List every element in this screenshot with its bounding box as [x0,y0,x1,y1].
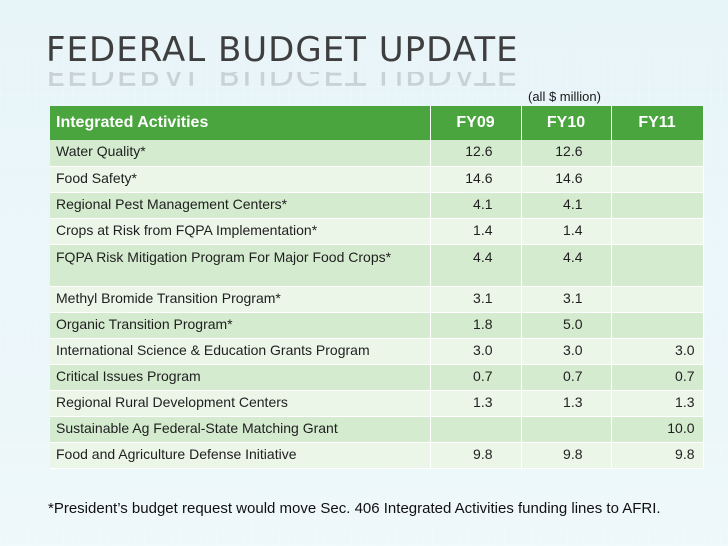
fy09-value: 14.6 [430,166,522,193]
fy09-value: 1.8 [430,312,522,339]
activity-name: International Science & Education Grants… [50,338,431,365]
fy09-value: 9.8 [430,442,522,469]
fy11-value: 1.3 [611,390,704,417]
fy09-value: 1.3 [430,390,522,417]
fy11-value [611,312,704,339]
fy10-value: 3.0 [521,338,612,365]
table-row: Methyl Bromide Transition Program* 3.1 3… [50,286,704,313]
fy10-value: 1.3 [521,390,612,417]
fy09-value: 1.4 [430,218,522,245]
fy10-value [521,416,612,443]
activity-name: Critical Issues Program [50,364,431,391]
units-note: (all $ million) [528,89,601,104]
fy10-value: 4.1 [521,192,612,219]
fy11-value: 9.8 [611,442,704,469]
fy11-value [611,244,704,287]
table-header-row: Integrated Activities FY09 FY10 FY11 [50,106,704,140]
table-row: Sustainable Ag Federal-State Matching Gr… [50,416,704,443]
fy09-value: 4.4 [430,244,522,287]
table-row: Critical Issues Program 0.7 0.7 0.7 [50,364,704,391]
header-fy09: FY09 [430,106,522,140]
activity-name: Crops at Risk from FQPA Implementation* [50,218,431,245]
fy10-value: 5.0 [521,312,612,339]
fy10-value: 12.6 [521,140,612,167]
table-row: Food Safety* 14.6 14.6 [50,166,704,193]
activity-name: Regional Pest Management Centers* [50,192,431,219]
fy10-value: 14.6 [521,166,612,193]
fy11-value [611,166,704,193]
activity-name: Methyl Bromide Transition Program* [50,286,431,313]
header-fy10: FY10 [521,106,612,140]
table-row: FQPA Risk Mitigation Program For Major F… [50,244,704,287]
fy09-value [430,416,522,443]
table-row: Regional Rural Development Centers 1.3 1… [50,390,704,417]
fy09-value: 3.1 [430,286,522,313]
fy11-value [611,192,704,219]
activity-name: Food and Agriculture Defense Initiative [50,442,431,469]
table-row: Regional Pest Management Centers* 4.1 4.… [50,192,704,219]
fy10-value: 3.1 [521,286,612,313]
fy11-value [611,286,704,313]
activity-name: FQPA Risk Mitigation Program For Major F… [50,244,431,287]
activity-name: Organic Transition Program* [50,312,431,339]
fy10-value: 0.7 [521,364,612,391]
fy09-value: 0.7 [430,364,522,391]
slide-title: FEDERAL BUDGET UPDATE [46,30,519,70]
header-integrated-activities: Integrated Activities [50,106,431,140]
table-row: Food and Agriculture Defense Initiative … [50,442,704,469]
fy09-value: 12.6 [430,140,522,167]
activity-name: Regional Rural Development Centers [50,390,431,417]
table-row: Water Quality* 12.6 12.6 [50,140,704,167]
table-row: International Science & Education Grants… [50,338,704,365]
fy09-value: 4.1 [430,192,522,219]
fy11-value [611,140,704,167]
table-row: Crops at Risk from FQPA Implementation* … [50,218,704,245]
slide-title-reflection: FEDERAL BUDGET UPDATE [46,72,519,92]
activity-name: Food Safety* [50,166,431,193]
fy11-value [611,218,704,245]
footnote: *President’s budget request would move S… [48,500,661,517]
fy10-value: 4.4 [521,244,612,287]
table-row: Organic Transition Program* 1.8 5.0 [50,312,704,339]
fy10-value: 1.4 [521,218,612,245]
activity-name: Water Quality* [50,140,431,167]
fy09-value: 3.0 [430,338,522,365]
activity-name: Sustainable Ag Federal-State Matching Gr… [50,416,431,443]
fy10-value: 9.8 [521,442,612,469]
fy11-value: 10.0 [611,416,704,443]
header-fy11: FY11 [611,106,704,140]
fy11-value: 0.7 [611,364,704,391]
fy11-value: 3.0 [611,338,704,365]
budget-table: Integrated Activities FY09 FY10 FY11 Wat… [50,106,704,469]
